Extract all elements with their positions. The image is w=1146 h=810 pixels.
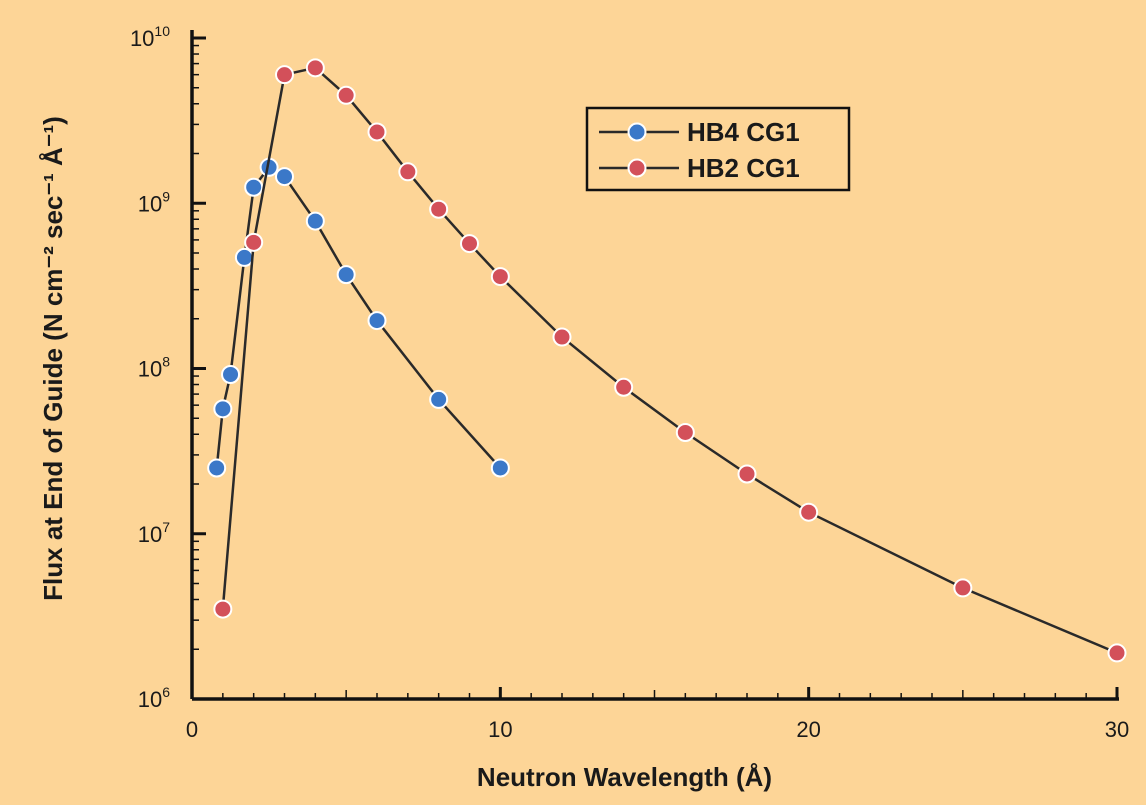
x-axis-title: Neutron Wavelength (Å)	[477, 762, 772, 792]
y-tick-exponent: 9	[162, 188, 170, 204]
data-point	[336, 85, 356, 105]
data-point	[953, 578, 973, 598]
data-point	[675, 422, 695, 442]
data-point	[244, 177, 264, 197]
data-point	[305, 211, 325, 231]
data-point	[552, 327, 572, 347]
data-point	[367, 311, 387, 331]
y-tick-label: 109	[138, 188, 170, 216]
legend-marker	[627, 122, 647, 142]
data-point	[429, 199, 449, 219]
data-point	[490, 267, 510, 287]
data-point	[799, 502, 819, 522]
data-point	[460, 234, 479, 254]
data-point	[275, 167, 294, 187]
data-point	[275, 65, 294, 85]
legend-label: HB2 CG1	[687, 153, 800, 183]
data-point	[213, 599, 233, 619]
data-point	[221, 364, 241, 384]
x-tick-label: 10	[488, 717, 512, 742]
y-tick-exponent: 6	[162, 684, 170, 700]
data-point	[336, 265, 356, 285]
data-point	[1107, 643, 1127, 663]
legend: HB4 CG1 HB2 CG1	[585, 106, 851, 192]
y-tick-exponent: 7	[162, 519, 170, 535]
x-tick-label: 30	[1105, 717, 1129, 742]
x-tick-label: 0	[186, 717, 198, 742]
data-point	[234, 247, 254, 267]
series-layer	[207, 58, 1127, 663]
data-point	[429, 389, 449, 409]
legend-marker	[627, 158, 647, 178]
legend-box	[585, 106, 851, 192]
data-point	[614, 377, 634, 397]
y-tick-exponent: 8	[162, 354, 170, 370]
data-point	[244, 232, 264, 252]
data-point	[490, 458, 510, 478]
data-point	[213, 399, 233, 419]
legend-label: HB4 CG1	[687, 117, 800, 147]
y-axis-title: Flux at End of Guide (N cm⁻² sec⁻¹ Å⁻¹)	[38, 116, 68, 601]
series-2	[213, 58, 1127, 663]
y-tick-exponent: 10	[154, 23, 170, 39]
data-point	[737, 464, 757, 484]
x-tick-label: 20	[796, 717, 820, 742]
data-point	[305, 58, 325, 78]
data-point	[207, 458, 227, 478]
data-point	[398, 162, 418, 182]
data-point	[367, 122, 387, 142]
